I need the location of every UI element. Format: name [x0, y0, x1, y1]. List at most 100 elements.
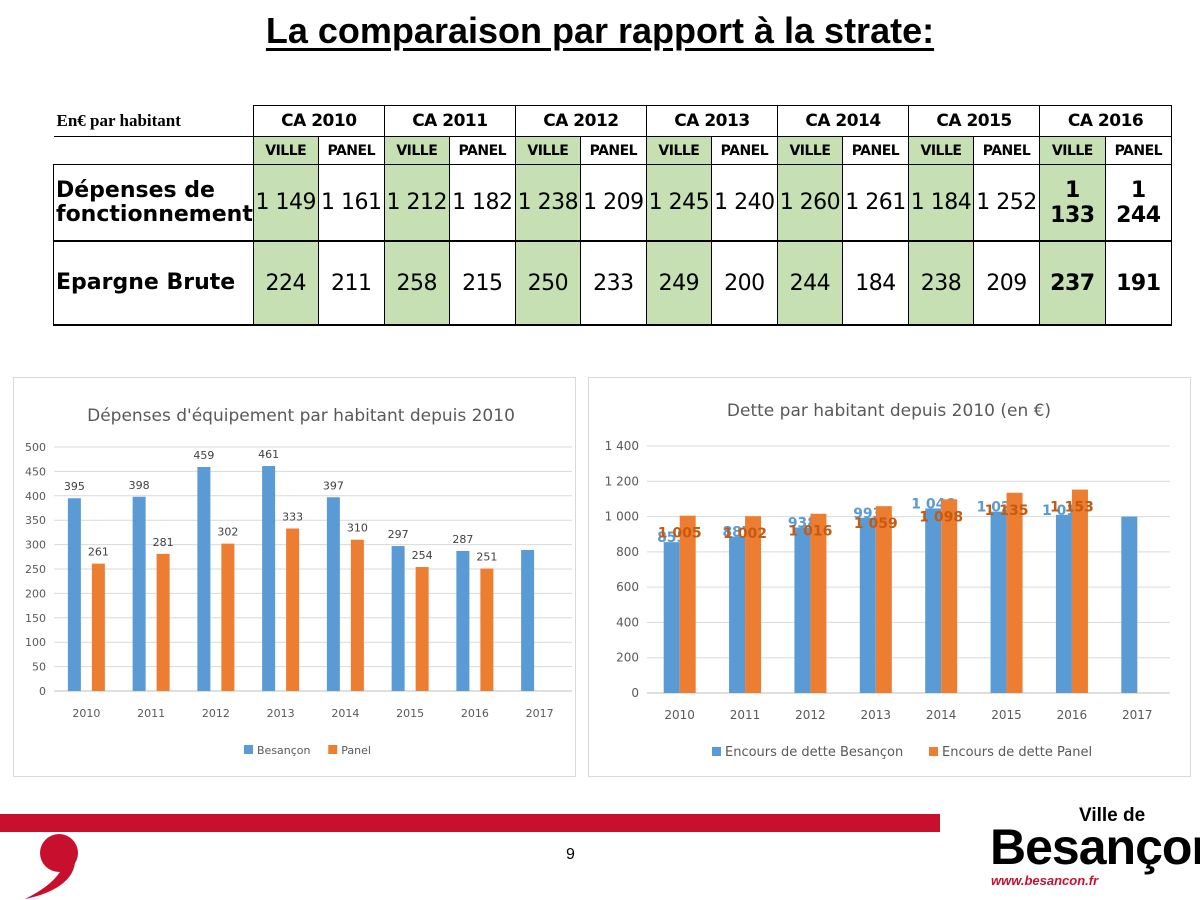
table-cell: 200	[710, 240, 779, 326]
table-cell: 1 240	[710, 164, 779, 242]
y-tick-label: 100	[25, 636, 46, 649]
data-label: 1 153	[1050, 500, 1094, 516]
table-cell: 224	[252, 240, 319, 326]
ville-subheader: VILLE	[1039, 136, 1106, 165]
table-row: Dépenses de fonctionnement 1 149 1 161 1…	[53, 164, 1173, 242]
x-tick-label: 2014	[926, 708, 957, 722]
x-tick-label: 2016	[1057, 708, 1088, 722]
data-label: 993	[853, 506, 882, 522]
y-tick-label: 250	[25, 563, 46, 576]
x-tick-label: 2017	[526, 707, 554, 720]
row-label: Epargne Brute	[53, 240, 254, 326]
table-cell: 250	[514, 240, 581, 326]
bar	[745, 516, 762, 693]
bar	[67, 498, 81, 691]
data-label: 887	[722, 525, 751, 541]
year-header: CA 2011	[383, 105, 516, 137]
chart-title: Dépenses d'équipement par habitant depui…	[87, 406, 515, 426]
year-header: CA 2012	[514, 105, 647, 137]
table-cell: 1 182	[448, 164, 516, 242]
panel-subheader: PANEL	[448, 136, 516, 165]
data-label: 254	[412, 549, 433, 562]
x-tick-label: 2012	[795, 708, 826, 722]
data-label: 1 098	[919, 509, 963, 525]
bar	[391, 546, 405, 691]
panel-subheader: PANEL	[317, 136, 385, 165]
table-cell: 258	[383, 240, 450, 326]
panel-subheader: PANEL	[710, 136, 779, 165]
logo-comma-icon	[25, 834, 78, 899]
bar	[875, 506, 892, 693]
table-cell: 1 238	[514, 164, 581, 242]
y-tick-label: 800	[616, 545, 639, 559]
table-cell: 1 245	[645, 164, 712, 242]
bar	[729, 536, 746, 693]
data-label: 398	[129, 479, 150, 492]
bar	[859, 517, 876, 693]
logo-ville-de: Ville de	[1079, 805, 1146, 826]
bar	[663, 542, 680, 693]
legend-label: Besançon	[257, 744, 311, 757]
bar	[941, 499, 958, 693]
bar	[221, 543, 235, 691]
y-tick-label: 200	[616, 651, 639, 665]
data-label: 1 016	[789, 524, 833, 540]
bar	[286, 528, 300, 691]
legend-swatch	[328, 745, 338, 754]
bar	[679, 515, 696, 693]
x-tick-label: 2013	[861, 708, 892, 722]
logo-url: www.besancon.fr	[991, 873, 1099, 888]
data-label: 1 002	[723, 526, 767, 542]
ville-subheader: VILLE	[383, 136, 450, 165]
comparison-table: En€ par habitant CA 2010 CA 2011 CA 2012…	[53, 105, 1173, 326]
data-label: 938	[788, 516, 817, 532]
y-tick-label: 400	[25, 490, 46, 503]
bar	[794, 527, 811, 693]
panel-subheader: PANEL	[972, 136, 1041, 165]
data-label: 397	[323, 479, 344, 492]
panel-subheader: PANEL	[579, 136, 647, 165]
table-cell: 215	[448, 240, 516, 326]
data-label: 1 059	[854, 516, 898, 532]
x-tick-label: 2016	[461, 707, 489, 720]
x-tick-label: 2013	[267, 707, 295, 720]
table-cell: 1 184	[908, 164, 974, 242]
data-label: 297	[388, 528, 409, 541]
x-tick-label: 2017	[1122, 708, 1153, 722]
year-header: CA 2015	[908, 105, 1041, 137]
x-tick-label: 2015	[396, 707, 424, 720]
table-cell: 1 260	[777, 164, 843, 242]
bar	[326, 497, 340, 691]
data-label: 1 135	[985, 503, 1029, 519]
data-label: 310	[347, 522, 368, 535]
table-cell: 1 161	[317, 164, 385, 242]
ville-subheader: VILLE	[252, 136, 319, 165]
x-tick-label: 2010	[72, 707, 100, 720]
logo-besancon: Besançon	[990, 819, 1200, 875]
bar	[350, 539, 364, 691]
table-cell: 184	[841, 240, 910, 326]
y-tick-label: 150	[25, 612, 46, 625]
year-header: CA 2014	[777, 105, 910, 137]
bar	[415, 567, 429, 691]
table-cell: 1 261	[841, 164, 910, 242]
y-tick-label: 350	[25, 514, 46, 527]
debt-chart: Dette par habitant depuis 2010 (en €) 0 20…	[588, 377, 1191, 777]
y-tick-label: 50	[32, 661, 46, 674]
x-tick-label: 2014	[331, 707, 359, 720]
table-cell: 244	[777, 240, 843, 326]
bar	[521, 549, 535, 691]
page-number: 9	[566, 846, 575, 863]
legend-swatch	[244, 745, 253, 754]
ville-subheader: VILLE	[777, 136, 843, 165]
bar	[91, 563, 105, 691]
table-cell: 211	[317, 240, 385, 326]
panel-subheader: PANEL	[841, 136, 910, 165]
bar	[197, 467, 211, 691]
bar	[156, 553, 170, 691]
table-cell: 191	[1104, 240, 1173, 326]
year-header: CA 2010	[252, 105, 385, 137]
bar	[990, 511, 1007, 693]
data-label: 333	[282, 510, 303, 523]
ville-subheader: VILLE	[645, 136, 712, 165]
